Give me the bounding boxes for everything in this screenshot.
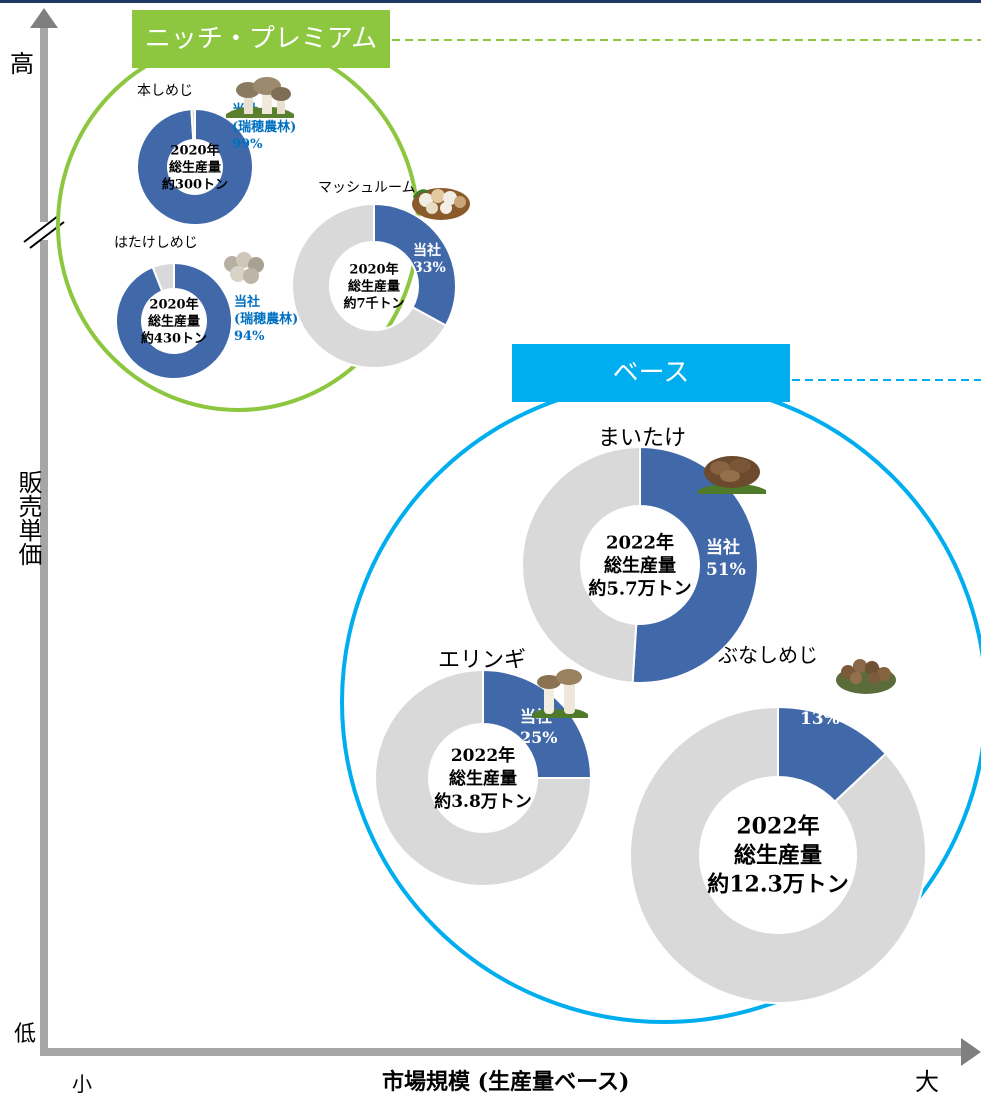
axis-break-gap bbox=[30, 222, 58, 240]
mushroom-basket-icon bbox=[412, 188, 470, 220]
y-axis-low-label: 低 bbox=[14, 1022, 37, 1047]
donut-share-label-2-0: 当社 bbox=[234, 294, 260, 310]
donut-share-label-0-2: 99% bbox=[232, 137, 263, 152]
donut-center-text-0-0: 2020年 bbox=[170, 143, 219, 159]
donut-center-text-1-0: 2020年 bbox=[349, 262, 398, 278]
x-axis-arrow bbox=[961, 1038, 981, 1066]
axis-break-mark-1 bbox=[23, 215, 59, 243]
donut-slice-other-5 bbox=[629, 705, 927, 1004]
donut-center-text-5-2: 約12.3万トン bbox=[707, 872, 849, 898]
donut-slice-other-2 bbox=[151, 261, 175, 293]
donut-center-text-2-0: 2020年 bbox=[149, 297, 198, 313]
niche-premium-tag: ニッチ・プレミアム bbox=[132, 10, 390, 68]
donut-center-text-2-2: 約430トン bbox=[141, 331, 207, 347]
donut-share-label-3-0: 当社 bbox=[706, 537, 740, 558]
donut-slice-company-0 bbox=[136, 107, 254, 226]
hatake-shimeji-mushroom-icon bbox=[224, 252, 264, 284]
donut-title-1: マッシュルーム bbox=[318, 180, 416, 196]
x-axis-title: 市場規模 (生産量ベース) bbox=[382, 1069, 630, 1095]
donut-center-text-0-1: 総生産量 bbox=[169, 160, 221, 176]
donut-center-text-1-2: 約7千トン bbox=[343, 296, 404, 312]
donut-share-label-3-1: 51% bbox=[706, 560, 746, 580]
donut-title-5: ぶなしめじ bbox=[718, 643, 818, 667]
donut-slice-other-0 bbox=[190, 107, 196, 142]
donut-slice-company-1 bbox=[373, 202, 457, 327]
x-axis-small-label: 小 bbox=[72, 1072, 92, 1096]
donut-center-text-1-1: 総生産量 bbox=[348, 279, 400, 295]
donut-share-label-5-1: 13% bbox=[800, 709, 840, 729]
donut-slice-other-4 bbox=[374, 668, 593, 887]
donut-center-text-3-0: 2022年 bbox=[606, 531, 674, 553]
donut-center-text-3-1: 総生産量 bbox=[604, 554, 676, 576]
donut-slice-other-3 bbox=[521, 445, 641, 684]
donut-share-label-2-1: (瑞穂農林) bbox=[234, 311, 298, 327]
donut-center-text-4-0: 2022年 bbox=[451, 745, 515, 766]
donut-share-label-1-0: 当社 bbox=[413, 242, 441, 259]
donut-center-text-4-2: 約3.8万トン bbox=[434, 791, 532, 812]
donut-center-text-5-0: 2022年 bbox=[736, 814, 819, 840]
top-rule bbox=[0, 0, 981, 3]
donut-slice-company-4 bbox=[482, 668, 593, 779]
donut-share-label-4-1: 25% bbox=[520, 728, 557, 747]
y-axis-high-label: 高 bbox=[10, 50, 34, 78]
donut-center-text-2-1: 総生産量 bbox=[148, 314, 200, 330]
donut-center-text-4-1: 総生産量 bbox=[449, 768, 517, 789]
donut-title-2: はたけしめじ bbox=[114, 235, 198, 251]
base-tag: ベース bbox=[512, 344, 790, 402]
hon-shimeji-mushroom-icon bbox=[226, 77, 294, 118]
donut-slice-other-1 bbox=[291, 202, 448, 369]
donut-title-0: 本しめじ bbox=[137, 83, 193, 99]
donut-group: 本しめじ2020年総生産量約300トン当社(瑞穂農林)99%マッシュルーム202… bbox=[114, 83, 927, 1004]
y-axis-arrow bbox=[30, 8, 58, 28]
x-axis-big-label: 大 bbox=[915, 1068, 939, 1096]
donut-center-text-3-2: 約5.7万トン bbox=[588, 577, 691, 599]
donut-slice-company-2 bbox=[115, 261, 233, 380]
donut-share-label-2-2: 94% bbox=[234, 329, 265, 344]
donut-center-text-0-2: 約300トン bbox=[162, 177, 228, 193]
bunashimeji-mushroom-icon bbox=[836, 659, 896, 694]
donut-share-label-5-0: 当社 bbox=[800, 686, 834, 707]
donut-center-text-5-1: 総生産量 bbox=[734, 843, 822, 869]
donut-share-label-1-1: 33% bbox=[413, 260, 446, 276]
y-axis-title: 販売単価 bbox=[14, 470, 42, 566]
donut-title-3: まいたけ bbox=[598, 426, 686, 451]
maitake-mushroom-icon bbox=[698, 456, 766, 494]
donut-share-label-0-1: (瑞穂農林) bbox=[232, 119, 296, 135]
eringi-mushroom-icon bbox=[532, 669, 588, 718]
donut-title-4: エリンギ bbox=[438, 648, 526, 673]
